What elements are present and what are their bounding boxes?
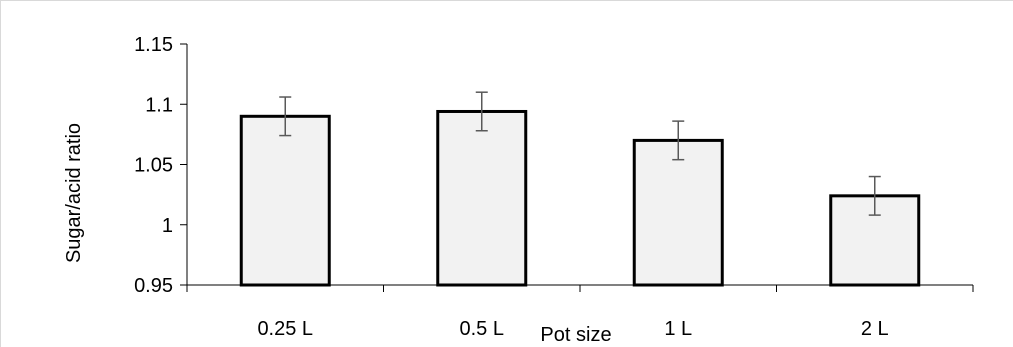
bar-2l — [829, 194, 921, 287]
x-tick-label: 0.25 L — [257, 318, 313, 340]
bar-0-5l — [436, 109, 528, 287]
bars-group — [239, 109, 921, 287]
y-tick-label: 1.05 — [134, 155, 173, 177]
x-axis-title: Pot size — [540, 324, 611, 346]
y-axis-title: Sugar/acid ratio — [63, 123, 85, 263]
error-bars-group — [279, 91, 881, 216]
x-tick-label: 0.5 L — [460, 318, 504, 340]
bar-0-25l — [239, 114, 331, 287]
y-tick-label: 1.15 — [134, 34, 173, 56]
y-tick-label: 1 — [162, 215, 173, 237]
bar-1l — [632, 138, 724, 287]
x-tick-label: 2 L — [861, 318, 889, 340]
y-tick-label: 1.1 — [145, 94, 173, 116]
y-axis: 0.95 1 1.05 1.1 1.15 — [134, 34, 188, 297]
y-tick-label: 0.95 — [134, 275, 173, 297]
x-tick-label: 1 L — [664, 318, 692, 340]
